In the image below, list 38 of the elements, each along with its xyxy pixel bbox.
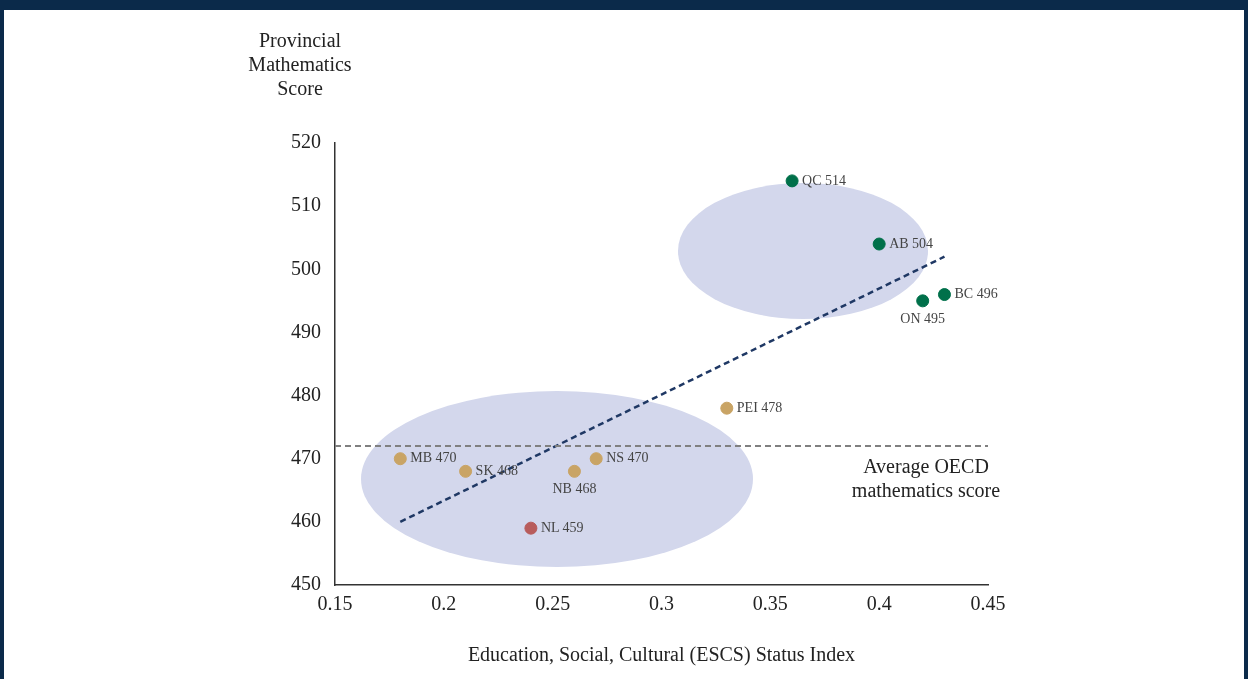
annotation: NS 470 — [606, 450, 649, 466]
annotation: AB 504 — [889, 235, 934, 251]
annotation: NB 468 — [552, 481, 597, 497]
point — [459, 464, 473, 478]
x-axis-title: Education, Social, Cultural (ESCS) Status Index — [466, 643, 857, 666]
point — [393, 452, 407, 466]
x-tick-label: 0.4 — [866, 592, 892, 615]
y-tick-label: 510 — [291, 193, 321, 216]
point — [589, 452, 603, 466]
y-tick-label: 480 — [291, 382, 321, 405]
annotation: MB 470 — [410, 450, 457, 466]
annotation: QC 514 — [802, 172, 847, 188]
y-tick-label: 520 — [291, 130, 321, 153]
point — [524, 521, 538, 535]
x-tick-label: 0.35 — [752, 592, 788, 615]
point — [720, 401, 734, 415]
point — [916, 294, 930, 308]
annotation: BC 496 — [954, 286, 998, 302]
y-tick-label: 470 — [291, 445, 321, 468]
x-tick-label: 0.25 — [535, 592, 571, 615]
y-tick-label: 460 — [291, 509, 321, 532]
ref-line-label: Average OECD mathematics score — [851, 455, 1001, 502]
x-tick-label: 0.15 — [317, 592, 353, 615]
point — [872, 237, 886, 251]
annotation: SK 468 — [475, 463, 519, 479]
x-tick-label: 0.45 — [970, 592, 1006, 615]
point — [937, 288, 951, 302]
x-tick-label: 0.3 — [649, 592, 674, 615]
y-tick-label: 490 — [291, 319, 321, 342]
annotation: PEI 478 — [736, 399, 783, 415]
y-tick-label: 450 — [291, 572, 321, 595]
annotation: ON 495 — [900, 310, 946, 326]
y-axis-title: Provincial Mathematics Score — [247, 28, 353, 100]
x-tick-label: 0.2 — [431, 592, 457, 615]
point — [567, 464, 581, 478]
point — [785, 174, 799, 188]
y-tick-label: 500 — [291, 256, 321, 279]
annotation: NL 459 — [540, 519, 584, 535]
